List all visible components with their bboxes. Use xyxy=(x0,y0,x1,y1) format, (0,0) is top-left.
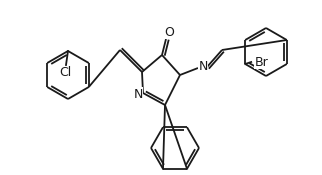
Text: N: N xyxy=(198,61,208,74)
Text: Cl: Cl xyxy=(59,66,71,79)
Text: N: N xyxy=(133,88,143,100)
Text: O: O xyxy=(164,26,174,38)
Text: Br: Br xyxy=(254,55,268,68)
